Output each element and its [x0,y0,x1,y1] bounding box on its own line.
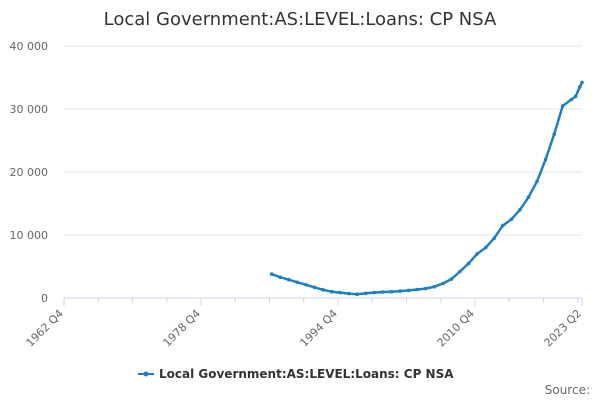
data-point [329,289,334,294]
credits[interactable]: Source: [545,383,590,397]
y-tick-label: 10 000 [10,229,49,242]
data-point [304,283,308,287]
data-point [578,85,582,89]
data-point [389,289,394,294]
data-point [483,245,488,250]
data-point [398,289,402,293]
data-point [321,288,325,292]
x-tick-label: 1962 Q4 [24,307,67,350]
legend-symbol-marker [143,371,149,377]
data-point [372,290,377,295]
x-tick-label: 2023 Q2 [542,307,585,350]
grid-lines [64,45,582,236]
data-point [355,292,360,297]
data-point [287,277,291,282]
data-point [560,104,565,108]
data-point [278,275,283,280]
y-tick-label: 40 000 [10,40,49,53]
data-point [381,290,385,294]
legend-label: Local Government:AS:LEVEL:Loans: CP NSA [159,367,454,381]
data-point [518,208,522,212]
data-point [458,269,462,274]
series-group [269,80,584,297]
data-point [552,132,556,136]
data-point [295,280,300,285]
data-point [466,261,471,266]
x-tick-label: 1978 Q4 [161,307,204,350]
data-point [346,291,351,296]
data-point [269,272,274,276]
data-point [526,195,531,199]
y-tick-label: 20 000 [10,166,49,179]
y-axis: 0 10 000 20 000 30 000 40 000 [10,40,49,305]
x-axis: 1962 Q4 1978 Q4 1994 Q4 2010 Q4 2023 Q2 [24,297,585,350]
data-point [492,236,497,240]
chart-title: Local Government:AS:LEVEL:Loans: CP NSA [104,9,497,30]
series-line [271,81,584,296]
data-point [406,288,411,293]
data-point [509,217,514,222]
data-point [573,94,578,99]
data-point [569,97,574,102]
data-point [312,285,317,290]
data-point [535,179,539,184]
data-point [423,286,428,291]
data-point [475,252,479,256]
data-point [364,291,368,296]
data-point [441,281,445,286]
legend[interactable]: Local Government:AS:LEVEL:Loans: CP NSA [138,367,454,381]
data-point [432,284,437,289]
data-point [543,157,548,162]
y-tick-label: 30 000 [10,103,49,116]
data-point [338,290,342,295]
x-tick-label: 2010 Q4 [435,307,478,350]
data-point [580,80,584,85]
data-point [449,277,454,281]
data-point [415,287,420,292]
y-tick-label: 0 [41,292,48,305]
x-tick-label: 1994 Q4 [298,307,341,350]
data-point [501,223,505,228]
